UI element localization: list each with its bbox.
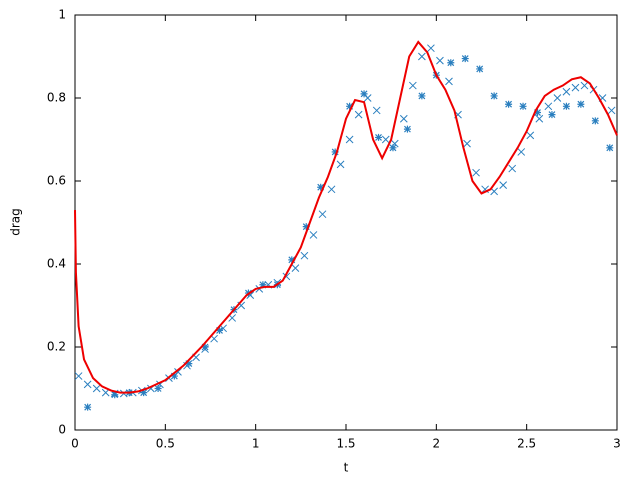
star-marker (84, 403, 92, 411)
plot-border (74, 14, 618, 431)
x-marker (74, 372, 83, 380)
star-marker (259, 281, 267, 289)
x-tick-label: 1 (252, 437, 260, 451)
x-marker (418, 52, 426, 61)
x-marker (499, 181, 508, 190)
x-marker (508, 164, 517, 173)
x-marker (345, 135, 354, 144)
x-marker (580, 81, 589, 90)
x-marker (336, 160, 345, 169)
x-tick-label: 0 (71, 437, 79, 451)
x-marker (309, 231, 318, 239)
star-marker (606, 144, 614, 152)
x-marker (372, 106, 381, 115)
y-tick-label: 0.8 (47, 91, 66, 105)
x-marker (291, 264, 300, 273)
x-marker (101, 388, 110, 397)
x-marker (408, 81, 417, 90)
x-marker (463, 139, 471, 148)
x-marker (318, 210, 327, 219)
x-marker (354, 110, 363, 119)
x-marker (526, 131, 535, 140)
star-marker (185, 360, 193, 368)
star-marker (447, 59, 455, 67)
star-marker (418, 92, 426, 100)
star-marker (548, 111, 556, 119)
star-marker (360, 90, 368, 98)
x-marker (571, 83, 580, 92)
x-marker (399, 114, 408, 123)
star-marker (346, 102, 354, 110)
star-marker (170, 372, 178, 380)
x-marker (562, 87, 571, 96)
x-tick-label: 3 (613, 437, 621, 451)
star-marker (375, 133, 383, 141)
star-marker (216, 326, 224, 334)
x-axis-label: t (344, 461, 349, 475)
x-marker (427, 44, 435, 53)
star-marker (476, 65, 484, 73)
x-tick-label: 2.5 (517, 437, 536, 451)
x-marker (472, 168, 480, 177)
x-marker (544, 102, 553, 111)
y-tick-label: 0.4 (47, 257, 66, 271)
x-marker (327, 185, 336, 194)
y-tick-label: 0 (58, 423, 66, 437)
star-marker (519, 102, 527, 110)
x-marker (83, 380, 92, 389)
star-marker (490, 92, 498, 100)
star-marker (331, 148, 339, 156)
y-tick-label: 1 (58, 8, 66, 22)
x-marker (607, 106, 616, 115)
star-marker (201, 343, 209, 351)
fit-line (74, 40, 618, 394)
star-marker (140, 389, 148, 397)
star-marker (317, 183, 325, 191)
x-marker (445, 77, 453, 86)
star-marker (389, 144, 397, 152)
x-marker (517, 148, 526, 156)
star-marker (403, 125, 411, 133)
x-marker (300, 251, 309, 260)
x-marker (553, 94, 562, 102)
star-marker (154, 385, 162, 392)
y-tick-label: 0.6 (47, 174, 66, 188)
star-marker (505, 100, 513, 108)
star-marker (591, 117, 599, 125)
x-marker (535, 114, 544, 123)
star-marker (577, 100, 585, 108)
star-marker (534, 109, 542, 117)
x-marker (436, 56, 444, 65)
star-marker (461, 55, 469, 63)
star-marker (302, 223, 310, 231)
y-tick-label: 0.2 (47, 340, 66, 354)
x-tick-label: 1.5 (336, 437, 355, 451)
x-tick-label: 2 (433, 437, 441, 451)
x-marker (381, 135, 390, 144)
y-axis-label: drag (9, 208, 23, 236)
star-marker (562, 102, 570, 110)
x-tick-label: 0.5 (156, 437, 175, 451)
star-marker (288, 256, 296, 264)
x-marker (92, 384, 101, 393)
star-marker (111, 391, 119, 399)
